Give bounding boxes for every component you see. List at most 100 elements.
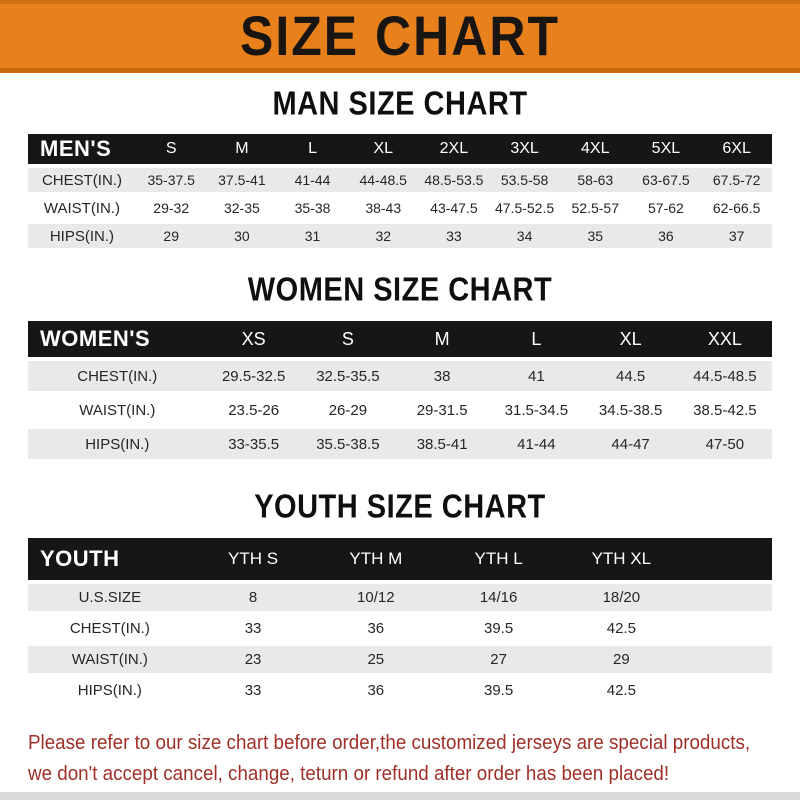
value-cell: 33 (244, 620, 262, 637)
value-cell: 33 (244, 682, 262, 699)
row-label: CHEST(IN.) (69, 620, 150, 637)
table-row: U.S.SIZE 8 10/12 14/16 18/20 (28, 584, 772, 611)
value-cell: 48.5-53.5 (424, 172, 484, 188)
value-cell: 18/20 (602, 589, 641, 606)
value-cell: 44.5 (616, 367, 646, 385)
banner-title: SIZE CHART (240, 4, 560, 68)
women-section-heading: WOMEN SIZE CHART (247, 271, 553, 309)
value-cell: 38.5-41 (416, 435, 468, 453)
row-label: HIPS(IN.) (49, 227, 115, 245)
value-cell: 36 (367, 620, 385, 637)
column-header: XL (373, 140, 394, 157)
value-cell: 53.5-58 (500, 172, 549, 188)
table-row: WAIST(IN.) 23 25 27 29 (28, 646, 772, 673)
value-cell: 36 (367, 682, 385, 699)
value-cell: 29-32 (153, 200, 190, 216)
row-label: CHEST(IN.) (41, 171, 122, 189)
value-cell: 31.5-34.5 (504, 401, 569, 419)
value-cell: 33-35.5 (228, 435, 280, 453)
spacer-cell (683, 584, 772, 611)
value-cell: 35-37.5 (147, 172, 195, 188)
value-cell: 34 (516, 228, 533, 244)
column-header: 3XL (510, 140, 539, 157)
column-header: XXL (707, 328, 742, 349)
table-row: HIPS(IN.) 29 30 31 32 33 34 35 36 37 (28, 224, 772, 248)
table-title-cell: YOUTH (40, 546, 120, 571)
women-section-heading-wrap: WOMEN SIZE CHART (0, 271, 800, 309)
row-label: WAIST(IN.) (43, 199, 120, 217)
column-header: YTH S (228, 549, 279, 568)
mens-size-table: MEN'S S M L XL 2XL 3XL 4XL 5XL 6XL CHEST(IN.) 35-37… (28, 130, 772, 252)
column-header: 4XL (581, 140, 610, 157)
order-policy-line2: we don't accept cancel, change, teturn o… (28, 763, 670, 785)
value-cell: 29 (613, 651, 630, 668)
value-cell: 35.5-38.5 (316, 435, 380, 453)
value-cell: 23 (244, 651, 262, 668)
column-header: 6XL (722, 140, 751, 157)
value-cell: 25 (367, 651, 385, 668)
value-cell: 36 (658, 228, 674, 244)
youth-section-heading-wrap: YOUTH SIZE CHART (0, 488, 800, 526)
value-cell: 31 (304, 228, 321, 244)
value-cell: 29.5-32.5 (221, 367, 286, 385)
spacer-cell (683, 615, 772, 642)
table-title-cell: WOMEN'S (40, 326, 151, 351)
value-cell: 38 (433, 367, 451, 385)
row-label: HIPS(IN.) (85, 435, 150, 453)
value-cell: 52.5-57 (571, 200, 619, 216)
man-section-heading-wrap: MAN SIZE CHART (0, 85, 800, 123)
value-cell: 42.5 (606, 682, 636, 699)
value-cell: 37 (728, 228, 745, 244)
value-cell: 29 (163, 228, 179, 244)
column-header: S (341, 328, 354, 349)
column-header: YTH M (349, 549, 403, 568)
youth-section-heading: YOUTH SIZE CHART (254, 488, 546, 526)
value-cell: 30 (234, 228, 250, 244)
column-header: YTH XL (591, 549, 652, 568)
value-cell: 27 (490, 651, 507, 668)
column-header: M (235, 140, 249, 157)
man-size-section: MAN SIZE CHART MEN'S S M L XL 2XL 3XL 4XL 5XL 6XL… (0, 85, 800, 252)
youth-size-section: YOUTH SIZE CHART YOUTH YTH S YTH M YTH L YTH… (0, 488, 800, 708)
table-header-row: YOUTH YTH S YTH M YTH L YTH XL (28, 538, 772, 580)
column-header: 2XL (439, 140, 469, 157)
value-cell: 39.5 (483, 620, 514, 637)
spacer-cell (683, 677, 772, 704)
size-chart-banner: SIZE CHART (0, 0, 800, 73)
value-cell: 44-48.5 (359, 172, 407, 188)
value-cell: 67.5-72 (712, 172, 761, 188)
value-cell: 58-63 (577, 172, 614, 188)
man-section-heading: MAN SIZE CHART (272, 85, 528, 123)
value-cell: 44-47 (611, 435, 650, 453)
value-cell: 10/12 (357, 589, 395, 606)
value-cell: 23.5-26 (228, 401, 280, 419)
table-row: CHEST(IN.) 35-37.5 37.5-41 41-44 44-48.5 48.5… (28, 168, 772, 192)
womens-size-table: WOMEN'S XS S M L XL XXL CHEST(IN.) 29.5-32.5 32.5… (28, 317, 772, 463)
table-row: WAIST(IN.) 23.5-26 26-29 29-31.5 31.5-34.5 34… (28, 395, 772, 425)
column-header: 5XL (651, 140, 681, 157)
table-header-row: WOMEN'S XS S M L XL XXL (28, 321, 772, 357)
value-cell: 29-31.5 (416, 401, 468, 419)
value-cell: 47-50 (705, 435, 745, 453)
value-cell: 35 (587, 228, 604, 244)
value-cell: 47.5-52.5 (494, 200, 555, 216)
value-cell: 14/16 (479, 589, 518, 606)
column-header: XS (241, 328, 266, 349)
column-header: L (308, 140, 317, 157)
column-header: M (434, 328, 450, 349)
value-cell: 62-66.5 (712, 200, 761, 216)
value-cell: 44.5-48.5 (693, 367, 757, 385)
column-header: L (531, 328, 542, 349)
value-cell: 63-67.5 (642, 172, 690, 188)
column-header: YTH L (474, 549, 523, 568)
table-row: CHEST(IN.) 29.5-32.5 32.5-35.5 38 41 44.5 44.5… (28, 361, 772, 391)
value-cell: 57-62 (648, 200, 684, 216)
row-label: U.S.SIZE (78, 589, 142, 606)
row-label: WAIST(IN.) (79, 401, 156, 419)
value-cell: 32-35 (223, 200, 260, 216)
row-label: HIPS(IN.) (77, 682, 142, 699)
value-cell: 41 (528, 367, 545, 385)
column-header: XL (619, 328, 642, 349)
value-cell: 38.5-42.5 (693, 401, 757, 419)
value-cell: 32 (375, 228, 392, 244)
